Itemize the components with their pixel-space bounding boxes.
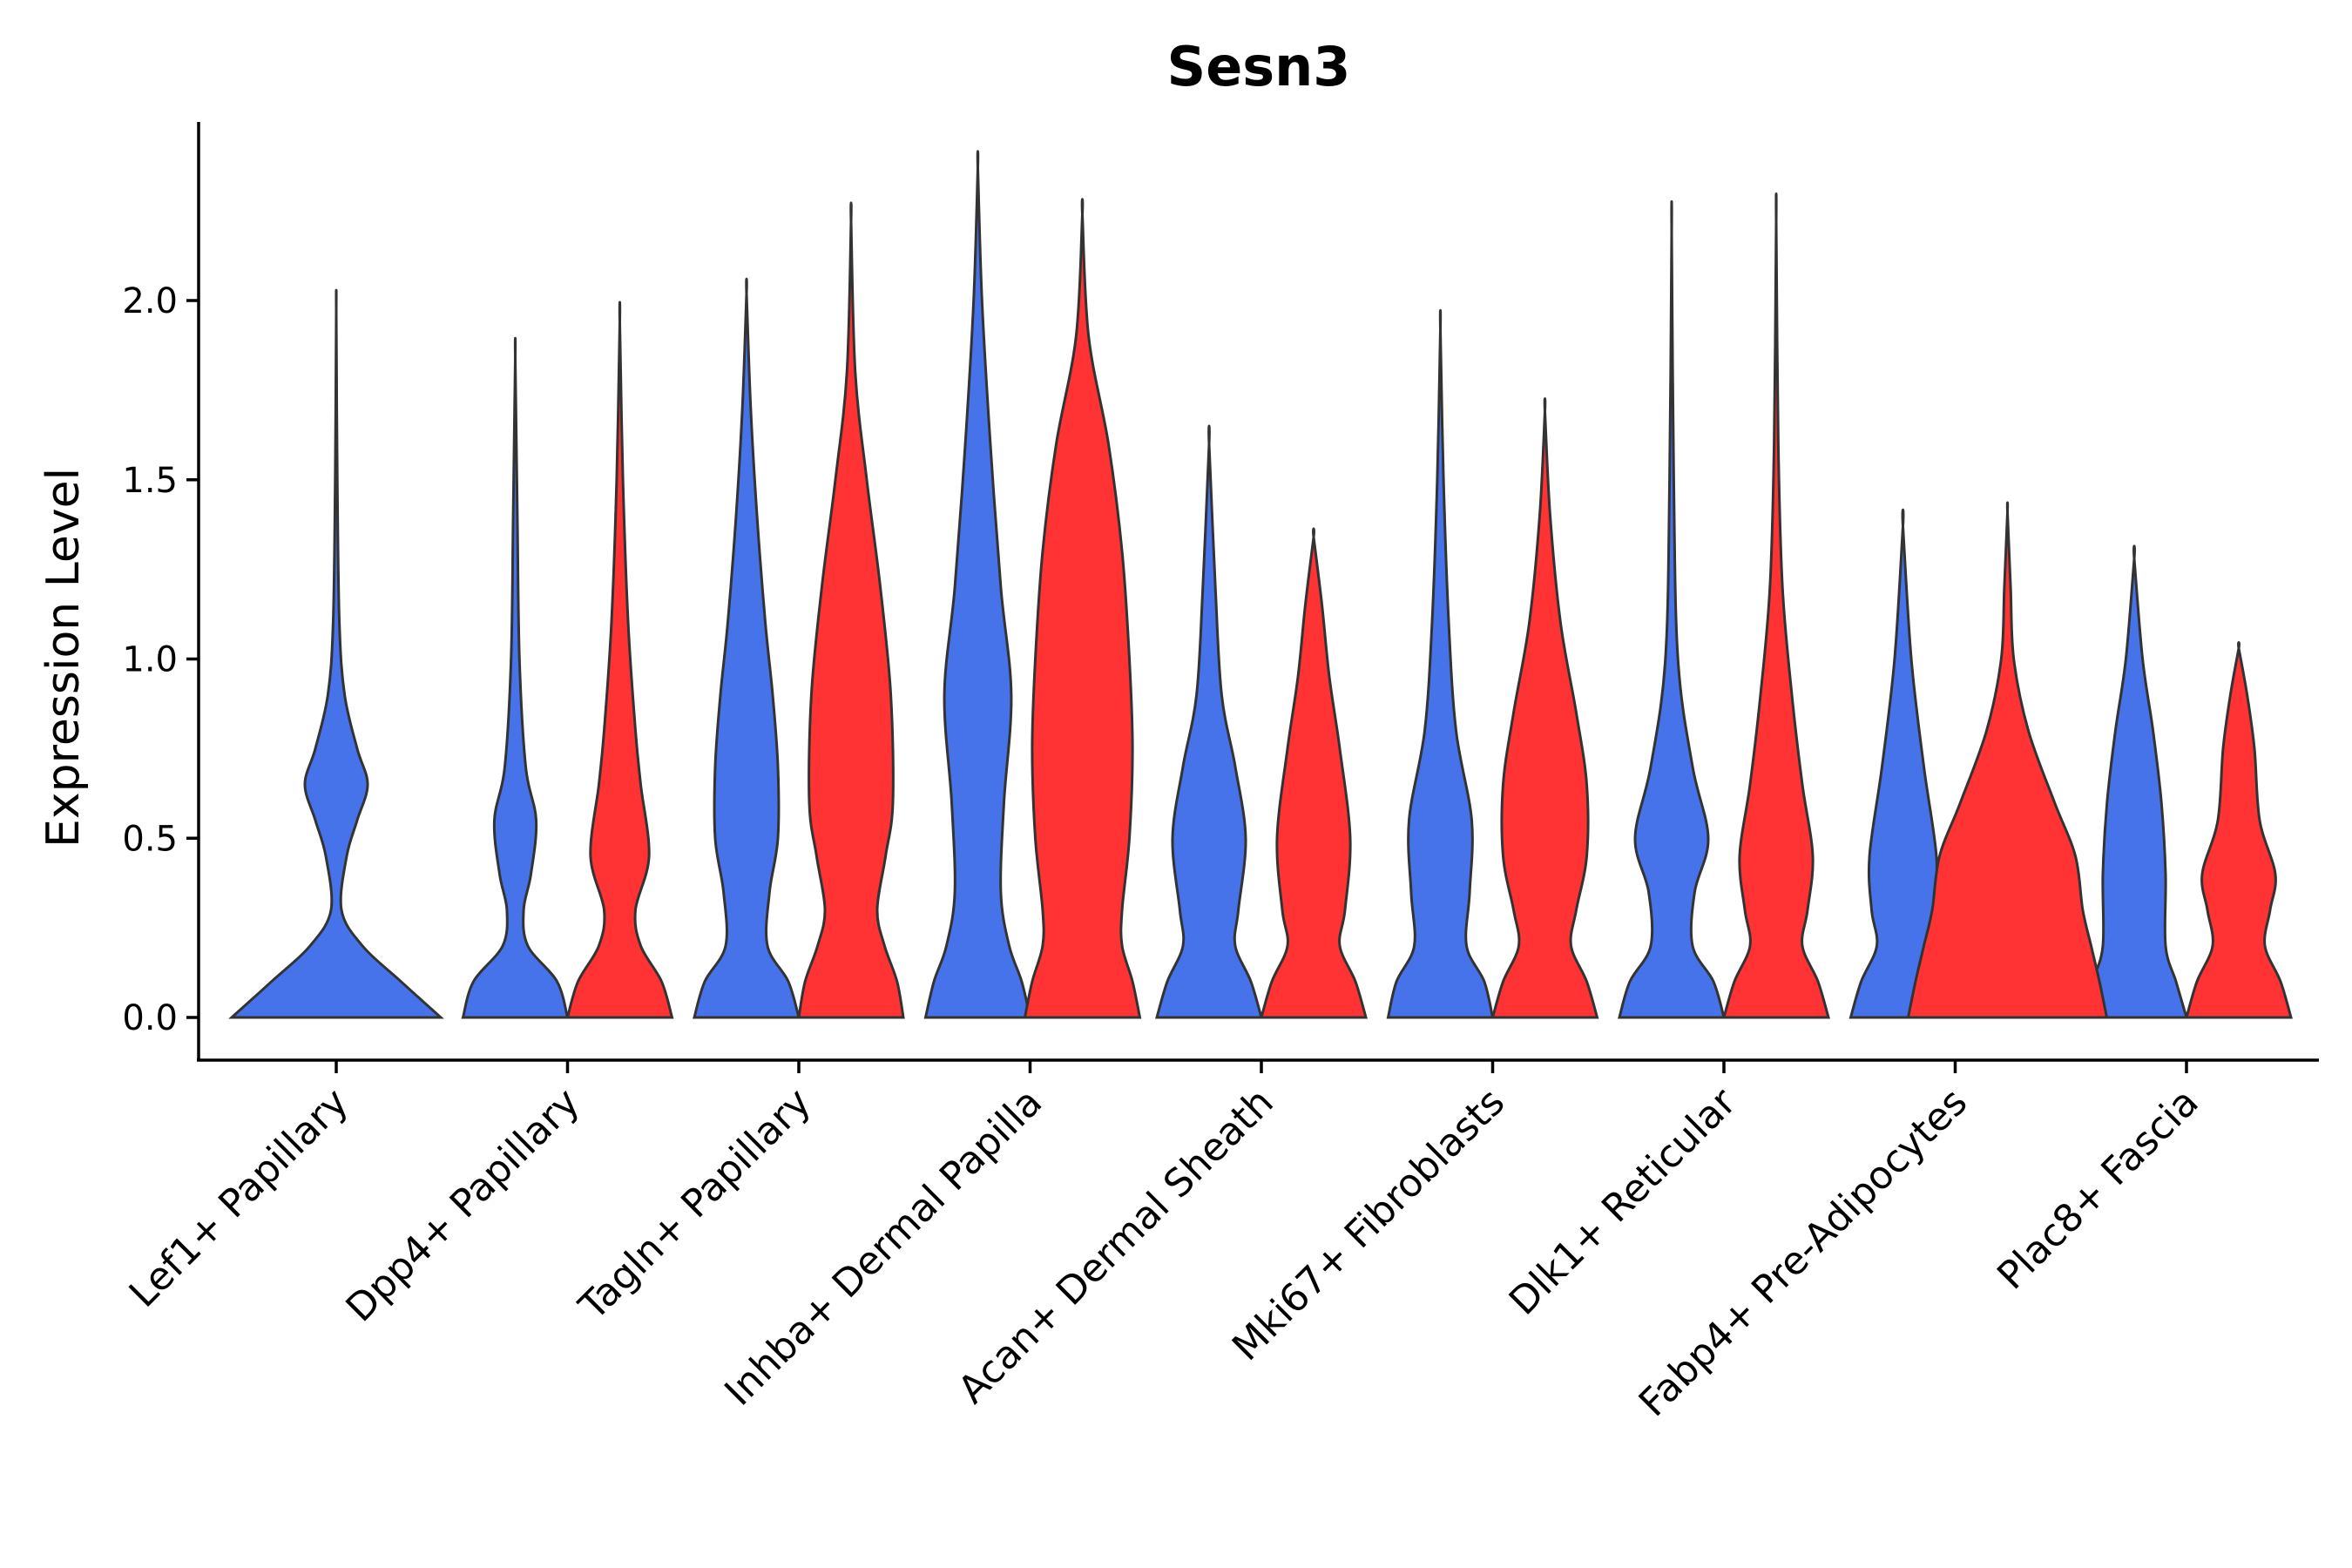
y-axis-label: Expression Level	[37, 468, 90, 848]
violin-group1-4	[1155, 424, 1263, 1019]
y-tick-label: 2.0	[122, 281, 178, 321]
y-tick-label: 0.0	[122, 998, 178, 1038]
violin-layer	[228, 150, 2293, 1019]
x-tick-label: Dpp4+ Papillary	[338, 1080, 589, 1331]
x-tick-label: Dlk1+ Reticular	[1501, 1079, 1746, 1324]
violin-group1-6	[1618, 199, 1726, 1019]
violin-group1-5	[1386, 308, 1495, 1019]
violin-group2-6	[1722, 193, 1830, 1019]
y-tick-label: 1.0	[122, 640, 178, 680]
y-tick-label: 0.5	[122, 819, 178, 859]
violin-group1-3	[923, 150, 1032, 1019]
violin-group2-5	[1490, 397, 1599, 1019]
x-tick-label: Plac8+ Fascia	[1989, 1080, 2207, 1299]
violin-group2-4	[1260, 527, 1368, 1019]
violin-group2-2	[797, 201, 905, 1019]
violin-group2-7	[1906, 501, 2109, 1019]
x-tick-label: Lef1+ Papillary	[121, 1080, 357, 1316]
y-axis-ticks: 0.0 0.5 1.0 1.5 2.0	[122, 281, 199, 1038]
violin-group2-8	[2185, 640, 2293, 1019]
violin-group2-1	[565, 301, 674, 1019]
x-tick-label: Tagln+ Papillary	[571, 1080, 820, 1329]
chart-title: Sesn3	[1167, 35, 1351, 98]
violin-group1-8	[2080, 544, 2188, 1019]
violin-group2-3	[1023, 198, 1142, 1019]
y-tick-label: 1.5	[122, 461, 178, 501]
violin-group1-0	[228, 288, 444, 1019]
violin-group1-1	[461, 336, 570, 1019]
violin-group1-2	[693, 277, 801, 1019]
